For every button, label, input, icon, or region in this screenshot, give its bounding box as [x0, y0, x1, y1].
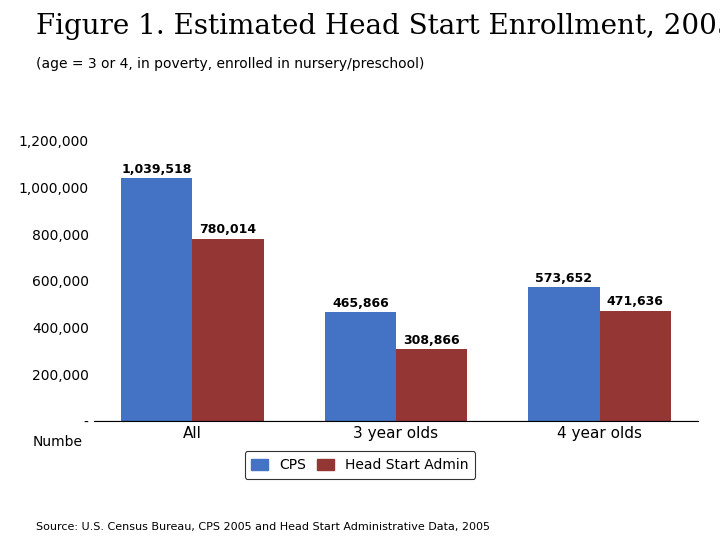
Text: (age = 3 or 4, in poverty, enrolled in nursery/preschool): (age = 3 or 4, in poverty, enrolled in n… — [36, 57, 424, 71]
Text: 471,636: 471,636 — [607, 295, 664, 308]
Bar — [325, 312, 396, 421]
Text: 465,866: 465,866 — [332, 297, 389, 310]
Bar — [192, 239, 264, 421]
Legend: CPS, Head Start Admin: CPS, Head Start Admin — [245, 451, 475, 479]
Bar — [600, 311, 671, 421]
Text: Source: U.S. Census Bureau, CPS 2005 and Head Start Administrative Data, 2005: Source: U.S. Census Bureau, CPS 2005 and… — [36, 522, 490, 532]
Text: 573,652: 573,652 — [536, 272, 593, 285]
Bar — [396, 349, 467, 421]
Text: 308,866: 308,866 — [403, 334, 460, 347]
Text: Numbe: Numbe — [32, 435, 82, 449]
Bar — [121, 178, 192, 421]
Text: 780,014: 780,014 — [199, 224, 256, 237]
Bar — [528, 287, 600, 421]
Text: 1,039,518: 1,039,518 — [122, 163, 192, 176]
Text: Figure 1. Estimated Head Start Enrollment, 2005 CPS: Figure 1. Estimated Head Start Enrollmen… — [36, 14, 720, 40]
